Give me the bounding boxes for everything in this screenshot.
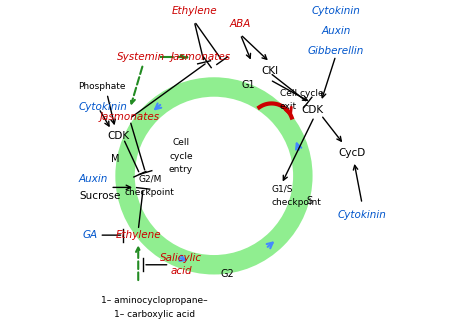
Text: Cytokinin: Cytokinin <box>311 6 360 16</box>
Text: Cytokinin: Cytokinin <box>337 210 386 220</box>
Text: Systemin: Systemin <box>118 52 165 62</box>
Text: exit: exit <box>280 102 297 111</box>
Text: CycD: CycD <box>338 148 366 158</box>
Text: Auxin: Auxin <box>321 26 350 36</box>
Text: ABA: ABA <box>229 20 251 30</box>
Text: CDK: CDK <box>301 105 324 115</box>
Text: G2/M: G2/M <box>138 175 162 184</box>
Text: G2: G2 <box>221 269 235 279</box>
Text: CKI: CKI <box>261 65 279 75</box>
Text: 1– carboxylic acid: 1– carboxylic acid <box>114 310 195 319</box>
Text: GA: GA <box>83 230 98 240</box>
Text: Phosphate: Phosphate <box>78 82 126 92</box>
Text: Sucrose: Sucrose <box>79 191 120 201</box>
Text: entry: entry <box>169 165 193 174</box>
Text: Gibberellin: Gibberellin <box>308 46 364 56</box>
Text: cycle: cycle <box>169 152 193 161</box>
Text: Cytokinin: Cytokinin <box>79 102 128 112</box>
Text: acid: acid <box>170 266 192 276</box>
Text: Ethylene: Ethylene <box>116 230 161 240</box>
Text: CDK: CDK <box>108 131 129 141</box>
Text: checkpoint: checkpoint <box>125 188 175 197</box>
Text: 1– aminocyclopropane–: 1– aminocyclopropane– <box>101 296 208 305</box>
Text: G1: G1 <box>242 80 255 90</box>
Text: checkpoint: checkpoint <box>272 198 321 207</box>
Text: Cell cycle: Cell cycle <box>280 89 323 98</box>
Text: G1/S: G1/S <box>272 185 293 194</box>
Text: Cell: Cell <box>173 138 190 147</box>
Text: Jasmonates: Jasmonates <box>100 112 160 122</box>
Text: Salicylic: Salicylic <box>160 253 202 263</box>
Text: Jasmonates: Jasmonates <box>171 52 231 62</box>
Text: S: S <box>307 196 313 206</box>
Text: Auxin: Auxin <box>79 174 109 184</box>
Text: M: M <box>110 154 119 164</box>
Text: Ethylene: Ethylene <box>172 6 217 16</box>
